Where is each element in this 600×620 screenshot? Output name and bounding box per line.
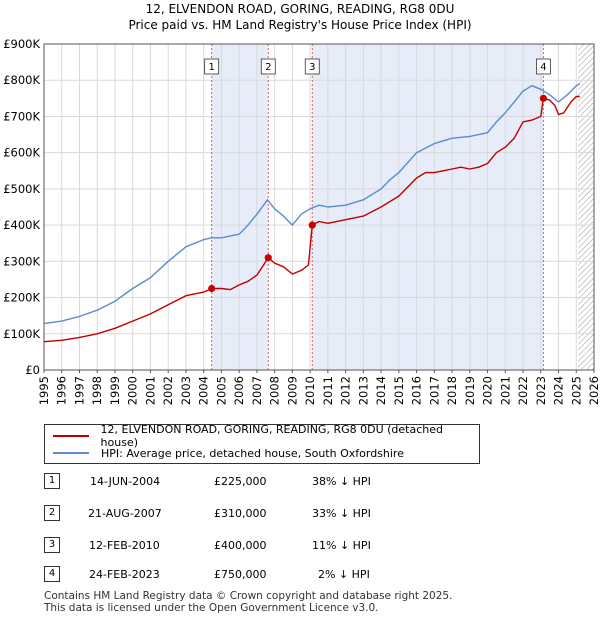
sale-marker-label: 2 [265,62,271,73]
x-tick-label: 2010 [303,376,317,405]
legend-label-property: 12, ELVENDON ROAD, GORING, READING, RG8 … [100,423,443,449]
x-tick-label: 2013 [356,376,370,405]
x-tick-label: 2025 [569,376,583,405]
sale-row: 3 12-FEB-2010 £400,000 11% ↓ HPI [0,537,600,555]
x-tick-label: 2018 [445,376,459,405]
x-tick-label: 2026 [587,376,600,405]
sale-marker-label: 3 [309,62,315,73]
sale-marker-label: 1 [208,62,214,73]
legend-item-hpi: HPI: Average price, detached house, Sout… [53,445,404,461]
x-tick-label: 2015 [392,376,406,405]
sale-price: £750,000 [214,568,267,581]
sale-price: £400,000 [214,539,267,552]
sale-number: 4 [44,566,60,582]
x-tick-label: 2024 [552,376,566,405]
x-tick-label: 2008 [268,376,282,405]
sale-point [208,284,216,293]
sale-hpi: 2% ↓ HPI [318,568,370,581]
sale-point [264,254,272,262]
x-tick-label: 2004 [197,376,211,405]
x-tick-label: 2005 [214,376,228,405]
sale-hpi: 11% ↓ HPI [312,539,371,552]
sale-number: 1 [44,473,60,489]
forecast-hatch [578,44,594,370]
footer-copyright: Contains HM Land Registry data © Crown c… [44,590,453,602]
legend-swatch-hpi [53,452,89,454]
ownership-shade [211,44,269,370]
sale-price: £310,000 [214,507,267,520]
sale-marker-box [204,58,220,75]
sale-price: £225,000 [214,475,267,488]
x-tick-label: 2007 [250,376,264,405]
x-tick-label: 2022 [516,376,530,405]
sale-number: 3 [44,537,60,553]
x-tick-label: 1998 [90,376,104,405]
chart-subtitle: Price paid vs. HM Land Registry's House … [128,18,471,32]
sale-row: 1 14-JUN-2004 £225,000 38% ↓ HPI [0,473,600,491]
y-tick-label: £200K [3,291,40,305]
sale-marker-box [260,58,276,75]
y-tick-label: £600K [3,146,40,160]
y-tick-label: £100K [3,327,40,341]
legend-item-property: 12, ELVENDON ROAD, GORING, READING, RG8 … [53,423,479,449]
x-tick-label: 2009 [285,376,299,405]
x-tick-label: 2000 [126,376,140,405]
series-group [44,83,581,343]
sale-marker-box [536,58,551,75]
y-tick-label: £0 [25,363,40,377]
sale-date: 12-FEB-2010 [89,539,160,552]
sale-date: 21-AUG-2007 [88,507,162,520]
y-tick-label: £700K [3,109,40,123]
sale-marker-box [304,58,320,75]
x-tick-label: 2003 [179,376,193,405]
x-tick-label: 2019 [463,376,477,405]
hpi-series-line [44,83,581,325]
sale-date: 14-JUN-2004 [90,475,161,488]
x-tick-label: 1995 [37,376,51,405]
y-tick-label: £800K [3,73,40,87]
x-tick-label: 2014 [374,376,388,405]
x-tick-label: 1997 [72,376,86,405]
sale-number: 2 [44,505,60,521]
footer-license: This data is licensed under the Open Gov… [44,602,379,614]
sale-hpi: 38% ↓ HPI [312,475,371,488]
plot-border [43,43,595,371]
price-chart: 12, ELVENDON ROAD, GORING, READING, RG8 … [3,2,600,405]
x-tick-label: 2020 [481,376,495,405]
x-tick-label: 1999 [108,376,122,405]
sale-date: 24-FEB-2023 [89,568,160,581]
sale-row: 2 21-AUG-2007 £310,000 33% ↓ HPI [0,505,600,523]
x-tick-label: 2002 [161,376,175,405]
y-tick-label: £500K [3,182,40,196]
y-tick-label: £400K [3,218,40,232]
legend-swatch-property [53,435,89,437]
y-tick-label: £300K [3,254,40,268]
sale-hpi: 33% ↓ HPI [312,507,371,520]
legend-label-hpi: HPI: Average price, detached house, Sout… [101,446,404,460]
x-tick-label: 2023 [534,376,548,405]
footer: Contains HM Land Registry data © Crown c… [44,590,452,614]
x-tick-label: 2006 [232,376,246,405]
property-series-line [44,95,580,343]
sale-marker-label: 4 [540,62,546,73]
x-tick-label: 2001 [143,376,157,405]
x-tick-label: 2017 [427,376,441,405]
y-tick-label: £900K [3,37,40,51]
x-tick-label: 1996 [55,376,69,405]
x-tick-label: 2012 [339,376,353,405]
sale-point [308,221,316,229]
x-tick-label: 2011 [321,376,335,405]
sale-point [539,94,548,102]
legend: 12, ELVENDON ROAD, GORING, READING, RG8 … [44,423,480,464]
ownership-shade [312,44,544,370]
chart-title: 12, ELVENDON ROAD, GORING, READING, RG8 … [146,2,455,16]
x-tick-label: 2016 [410,376,424,405]
x-tick-label: 2021 [498,376,512,405]
sale-row: 4 24-FEB-2023 £750,000 2% ↓ HPI [0,566,600,584]
